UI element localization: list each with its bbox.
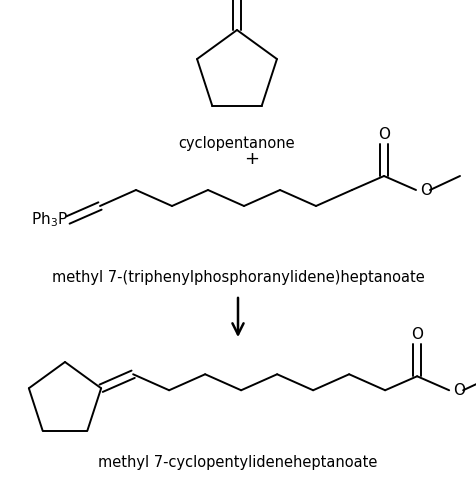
Text: methyl 7-cyclopentylideneheptanoate: methyl 7-cyclopentylideneheptanoate [98,455,377,470]
Text: methyl 7-(triphenylphosphoranylidene)heptanoate: methyl 7-(triphenylphosphoranylidene)hep… [51,270,424,285]
Text: O: O [377,126,389,142]
Text: O: O [452,383,464,398]
Text: +: + [244,150,259,168]
Text: Ph$_3$P: Ph$_3$P [31,211,68,229]
Text: cyclopentanone: cyclopentanone [178,136,295,151]
Text: O: O [410,327,422,342]
Text: O: O [419,182,431,197]
